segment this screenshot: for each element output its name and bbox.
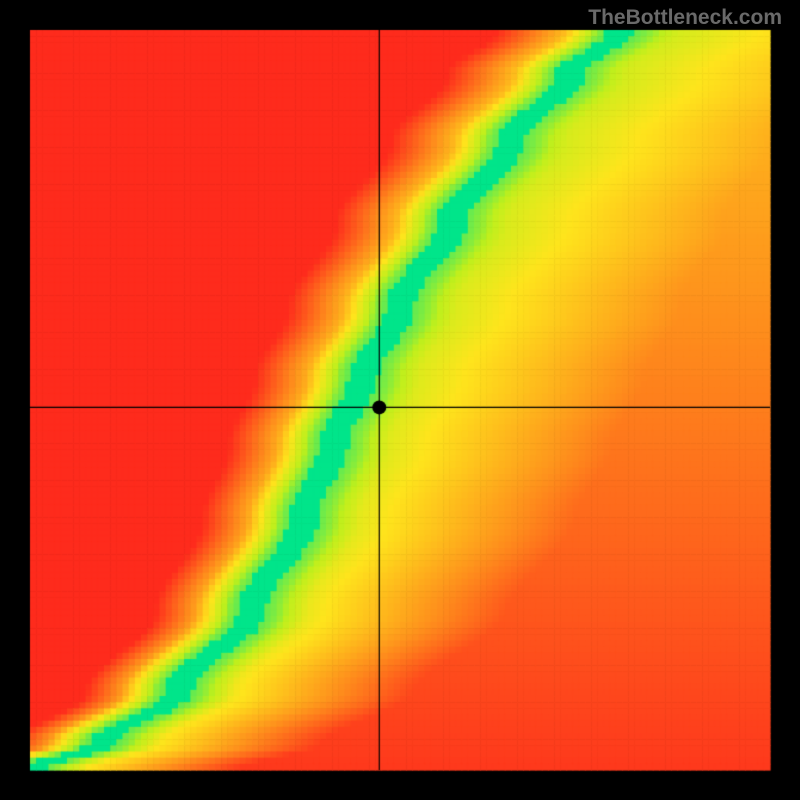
watermark-label: TheBottleneck.com xyxy=(588,6,782,30)
chart-container: TheBottleneck.com xyxy=(0,0,800,800)
heatmap-canvas xyxy=(0,0,800,800)
